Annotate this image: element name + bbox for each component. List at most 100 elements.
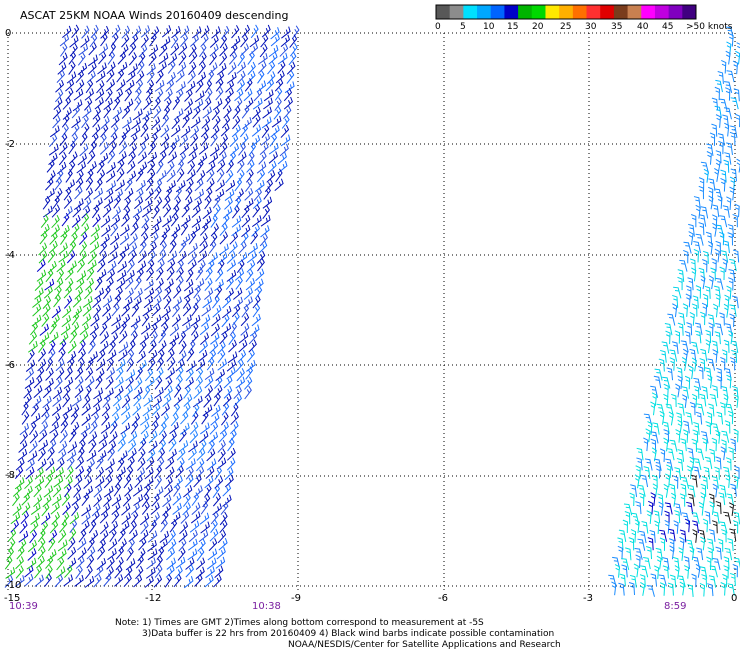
- wind-barb: [286, 61, 296, 75]
- wind-barb: [106, 69, 115, 83]
- wind-barb: [246, 159, 255, 173]
- wind-barb: [206, 557, 217, 570]
- wind-barb: [191, 492, 200, 506]
- legend-label: 0: [435, 22, 441, 32]
- wind-barb: [29, 529, 38, 544]
- wind-barb: [718, 140, 724, 155]
- wind-barb: [257, 69, 265, 84]
- wind-barb: [139, 512, 150, 526]
- wind-barb: [87, 161, 97, 174]
- wind-barb: [161, 403, 170, 417]
- wind-barb: [208, 152, 219, 165]
- wind-barb: [164, 476, 173, 490]
- wind-barb: [102, 285, 111, 300]
- wind-barb: [170, 34, 179, 49]
- wind-barb: [124, 87, 133, 102]
- wind-barb: [721, 430, 730, 443]
- legend-swatch: [586, 5, 601, 19]
- wind-barb: [728, 446, 734, 461]
- wind-barb: [133, 494, 144, 507]
- wind-barb: [44, 278, 55, 291]
- wind-barb: [69, 329, 78, 344]
- wind-barb: [122, 296, 133, 309]
- wind-barb: [15, 457, 25, 471]
- wind-barb: [699, 358, 706, 372]
- wind-barb: [669, 357, 675, 371]
- wind-barb: [103, 475, 113, 489]
- wind-barb: [33, 385, 43, 398]
- wind-barb: [681, 357, 687, 371]
- wind-barb: [69, 512, 80, 525]
- wind-barb: [44, 188, 55, 200]
- wind-barb: [167, 448, 177, 461]
- wind-barb: [21, 502, 31, 516]
- wind-barb: [71, 394, 82, 407]
- wind-barb: [228, 151, 237, 165]
- wind-barb: [127, 447, 137, 461]
- wind-barb: [175, 180, 186, 193]
- legend-label: 30: [585, 22, 597, 32]
- wind-barb: [658, 574, 667, 587]
- wind-barb: [171, 204, 180, 218]
- wind-barb: [252, 196, 262, 209]
- wind-barb: [117, 349, 128, 362]
- wind-barb: [167, 529, 176, 544]
- wind-barb: [213, 204, 221, 218]
- wind-barb: [727, 538, 734, 552]
- wind-barb: [195, 367, 204, 381]
- wind-barb: [75, 177, 84, 191]
- wind-barb: [49, 231, 58, 245]
- wind-barb: [57, 62, 67, 75]
- wind-barb: [722, 258, 728, 273]
- wind-barb: [146, 79, 155, 94]
- wind-barb: [693, 458, 702, 471]
- wind-barb: [719, 312, 725, 326]
- wind-barb: [173, 108, 184, 121]
- wind-barb: [707, 538, 715, 552]
- wind-barb: [45, 565, 53, 579]
- wind-barb: [720, 250, 729, 263]
- wind-barb: [121, 124, 131, 138]
- wind-barb: [157, 447, 166, 462]
- wind-barb: [37, 528, 46, 543]
- wind-barb: [141, 493, 150, 508]
- map-title: ASCAT 25KM NOAA Winds 20160409 descendin…: [20, 9, 289, 22]
- wind-barb: [640, 474, 649, 488]
- wind-barb: [256, 161, 267, 174]
- wind-barb: [126, 547, 134, 561]
- wind-barb: [149, 32, 157, 47]
- wind-barb: [41, 313, 50, 327]
- wind-barb: [142, 107, 153, 120]
- wind-barb: [113, 294, 122, 308]
- wind-barb: [678, 312, 685, 326]
- wind-barb: [86, 266, 95, 281]
- wind-barb: [202, 106, 212, 119]
- wind-barb: [234, 177, 243, 192]
- wind-barb: [199, 322, 210, 336]
- wind-barb: [240, 323, 250, 336]
- wind-barb: [679, 529, 687, 543]
- wind-barb: [640, 565, 649, 578]
- wind-barb: [130, 322, 139, 336]
- wind-barb: [636, 457, 643, 471]
- wind-barb: [77, 547, 87, 561]
- wind-barb: [144, 278, 154, 291]
- wind-barb: [209, 35, 219, 48]
- wind-barb: [37, 358, 47, 372]
- wind-barb: [683, 249, 689, 264]
- wind-barb: [142, 385, 151, 400]
- wind-barb: [183, 196, 193, 210]
- wind-barb: [84, 97, 93, 111]
- wind-barb: [270, 125, 280, 138]
- wind-barb: [84, 565, 93, 580]
- wind-barb: [146, 63, 156, 76]
- wind-barb: [81, 25, 90, 39]
- wind-barb: [172, 96, 181, 110]
- wind-barb: [202, 215, 212, 229]
- wind-barb: [162, 195, 171, 209]
- wind-barb: [623, 503, 633, 516]
- wind-barb: [698, 501, 704, 516]
- wind-barb: [185, 458, 196, 470]
- wind-barb: [221, 115, 231, 129]
- wind-barb: [107, 447, 116, 461]
